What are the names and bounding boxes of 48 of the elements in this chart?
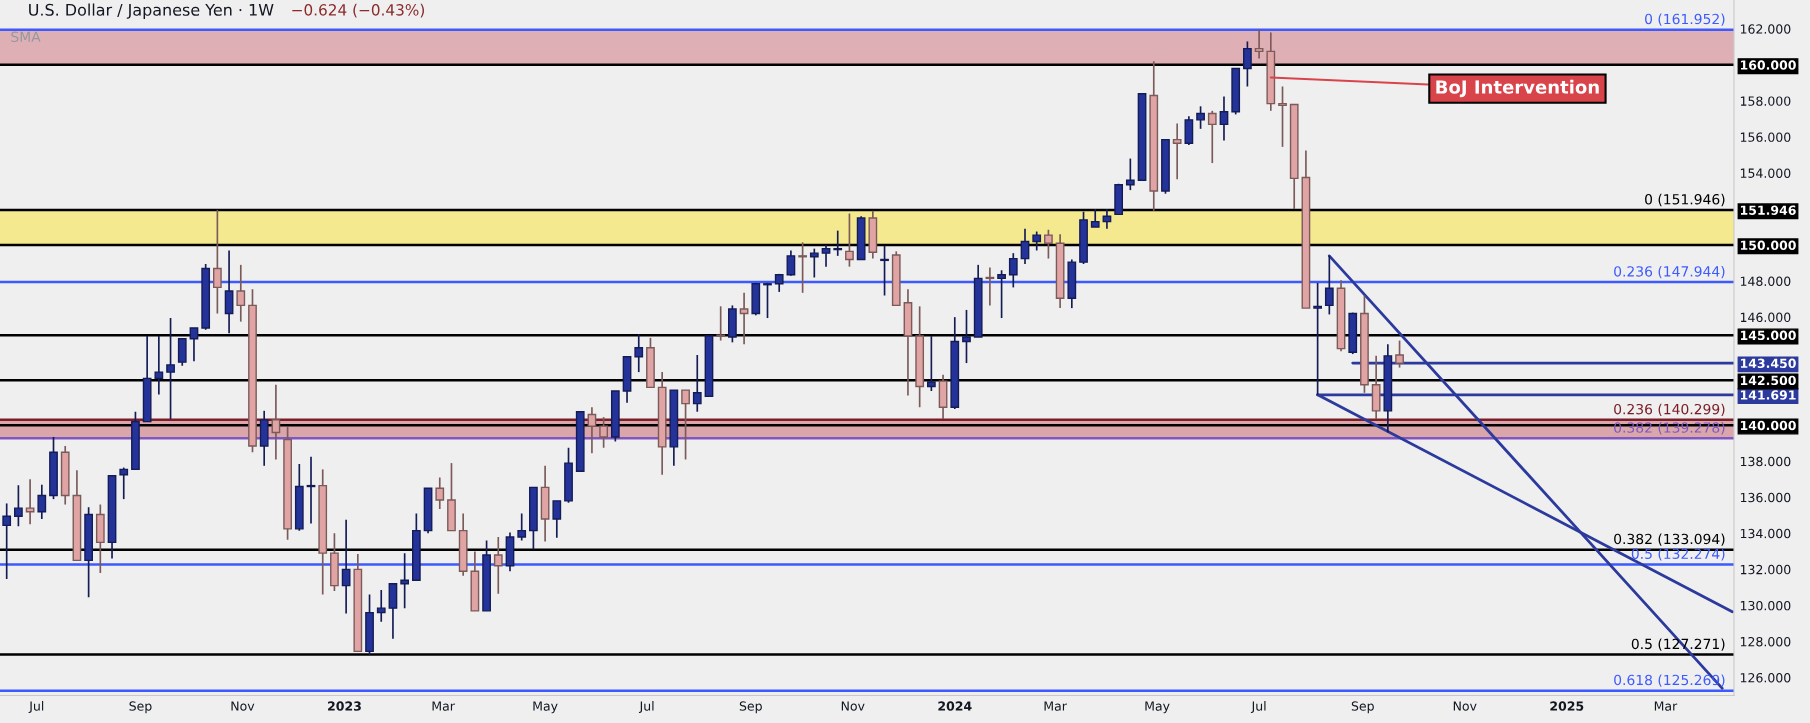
y-tick-label: 154.000 bbox=[1740, 168, 1791, 178]
chart-title: U.S. Dollar / Japanese Yen · 1W bbox=[29, 3, 274, 19]
y-tick-label: 162.000 bbox=[1740, 24, 1791, 34]
ref-line-label: 0.236 (147.944) bbox=[1614, 265, 1725, 279]
x-tick-label: Mar bbox=[432, 701, 455, 711]
ref-line-label: 0 (151.946) bbox=[1645, 193, 1725, 207]
x-tick-label: Jul bbox=[28, 701, 44, 714]
y-tick-label: 150.000 bbox=[1740, 240, 1796, 250]
x-tick-label: Nov bbox=[231, 701, 255, 711]
y-tick-label: 148.000 bbox=[1740, 276, 1791, 287]
y-tick-label: 146.000 bbox=[1740, 312, 1791, 323]
x-tick-label: 2023 bbox=[328, 701, 361, 711]
y-tick-label: 126.000 bbox=[1740, 672, 1791, 683]
ref-line-label: 0.236 (140.299) bbox=[1614, 403, 1725, 417]
x-tick-label: Nov bbox=[841, 701, 865, 711]
x-tick-label: May bbox=[533, 701, 558, 714]
x-tick-label: Mar bbox=[1654, 701, 1678, 711]
x-tick-label: 2025 bbox=[1550, 701, 1584, 711]
y-tick-label: 158.000 bbox=[1740, 96, 1791, 106]
x-tick-label: Sep bbox=[129, 701, 152, 714]
y-tick-label: 128.000 bbox=[1740, 636, 1791, 647]
y-tick-label: 130.000 bbox=[1740, 600, 1791, 611]
y-tick-label: 142.500 bbox=[1740, 375, 1796, 386]
x-tick-label: Jul bbox=[638, 701, 654, 714]
annotation: BoJ Intervention bbox=[1436, 79, 1599, 98]
x-tick-label: Sep bbox=[739, 701, 762, 714]
y-tick-label: 134.000 bbox=[1740, 528, 1791, 539]
x-tick-label: Sep bbox=[1351, 701, 1374, 714]
x-tick-label: Nov bbox=[1453, 701, 1477, 711]
y-tick-label: 136.000 bbox=[1740, 492, 1791, 503]
ref-line-label: 0.382 (133.094) bbox=[1614, 533, 1725, 546]
y-tick-label: 141.691 bbox=[1740, 390, 1796, 400]
ref-line-label: 0.5 (132.274) bbox=[1631, 548, 1725, 561]
y-tick-label: 160.000 bbox=[1740, 60, 1796, 70]
x-tick-label: May bbox=[1145, 701, 1170, 714]
y-tick-label: 151.946 bbox=[1740, 205, 1796, 215]
y-tick-label: 132.000 bbox=[1740, 564, 1791, 575]
x-tick-label: Mar bbox=[1044, 701, 1067, 711]
x-tick-label: Jul bbox=[1250, 701, 1266, 714]
annotation: SMA bbox=[11, 31, 41, 43]
y-tick-label: 156.000 bbox=[1740, 132, 1791, 142]
ref-line-label: 0 (161.952) bbox=[1645, 13, 1725, 26]
y-tick-label: 145.000 bbox=[1740, 330, 1796, 341]
x-tick-label: 2024 bbox=[938, 701, 972, 711]
y-tick-label: 143.450 bbox=[1740, 358, 1796, 369]
y-tick-label: 140.000 bbox=[1740, 420, 1796, 431]
y-tick-label: 138.000 bbox=[1740, 456, 1791, 467]
chart-subtitle: −0.624 (−0.43%) bbox=[292, 3, 425, 18]
